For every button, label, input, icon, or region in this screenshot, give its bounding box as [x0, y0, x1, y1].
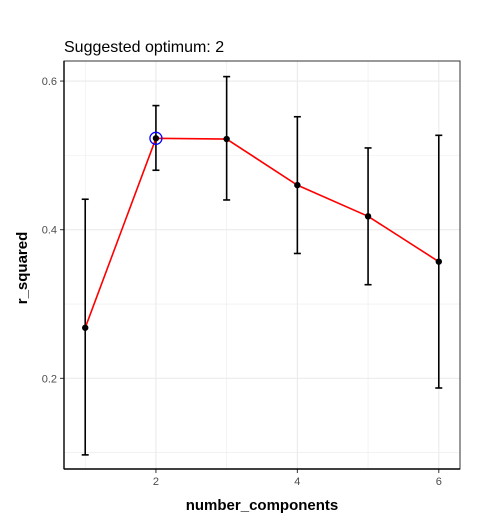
- series-polyline: [84, 137, 440, 329]
- x-tick-label: 2: [153, 476, 159, 488]
- data-point: [152, 135, 160, 142]
- data-points: [82, 135, 442, 331]
- y-axis-title: r_squared: [14, 232, 31, 305]
- data-point: [435, 258, 442, 265]
- x-tick-label: 4: [294, 476, 300, 488]
- data-point: [82, 324, 89, 331]
- series-line: [84, 137, 440, 329]
- chart-title: Suggested optimum: 2: [64, 39, 224, 56]
- x-axis-title: number_components: [186, 497, 339, 514]
- y-axis-ticks: 0.2 0.4 0.6: [42, 76, 64, 385]
- y-tick-label: 0.2: [42, 373, 57, 385]
- optimum-marker: [149, 131, 163, 145]
- x-tick-label: 6: [436, 476, 442, 488]
- y-tick-label: 0.4: [42, 225, 57, 237]
- data-point: [294, 181, 301, 189]
- data-point: [223, 135, 230, 143]
- data-point: [364, 213, 372, 220]
- x-axis-ticks: 2 4 6: [153, 469, 442, 488]
- optimum-highlight: [149, 131, 163, 145]
- y-tick-label: 0.6: [42, 76, 57, 88]
- plot-panel: [64, 61, 460, 469]
